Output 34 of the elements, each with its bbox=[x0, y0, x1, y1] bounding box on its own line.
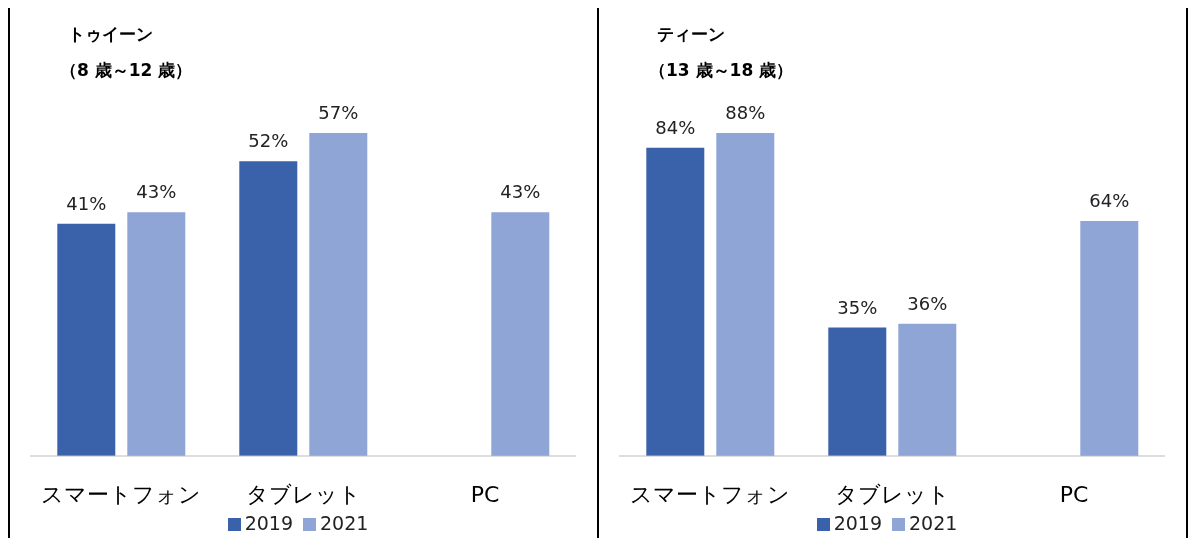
legend-label: 2021 bbox=[909, 512, 958, 534]
bar bbox=[57, 223, 116, 456]
bar bbox=[309, 133, 368, 456]
bar bbox=[1080, 221, 1139, 456]
bar bbox=[491, 212, 550, 456]
bar bbox=[646, 147, 705, 456]
x-tick-label: PC bbox=[1059, 481, 1089, 507]
bar bbox=[239, 161, 298, 456]
data-label: 36% bbox=[907, 292, 948, 314]
legend-label: 2019 bbox=[244, 512, 293, 534]
chart-title: ティーン bbox=[656, 23, 726, 46]
legend-label: 2021 bbox=[320, 512, 369, 534]
data-label: 57% bbox=[318, 102, 359, 123]
x-tick-label: スマートフォン bbox=[41, 481, 201, 507]
data-label: 35% bbox=[837, 296, 878, 318]
chart-subtitle: （8 歳～12 歳） bbox=[60, 59, 193, 82]
chart-subtitle: （13 歳～18 歳） bbox=[649, 59, 794, 82]
x-tick-label: スマートフォン bbox=[630, 481, 790, 507]
bar bbox=[716, 133, 775, 456]
data-label: 43% bbox=[136, 181, 177, 203]
data-label: 64% bbox=[1089, 190, 1130, 212]
chart-title: トゥイーン bbox=[67, 23, 154, 46]
x-tick-label: PC bbox=[470, 481, 500, 507]
x-tick-label: タブレット bbox=[834, 481, 950, 507]
x-tick-label: タブレット bbox=[245, 481, 361, 507]
bar bbox=[898, 323, 957, 456]
data-label: 43% bbox=[500, 181, 541, 203]
legend-label: 2019 bbox=[833, 512, 882, 534]
bar bbox=[828, 327, 887, 456]
bar bbox=[127, 212, 186, 456]
data-label: 41% bbox=[66, 192, 107, 214]
data-label: 52% bbox=[248, 130, 289, 152]
data-label: 88% bbox=[725, 102, 766, 123]
data-label: 84% bbox=[655, 116, 696, 138]
